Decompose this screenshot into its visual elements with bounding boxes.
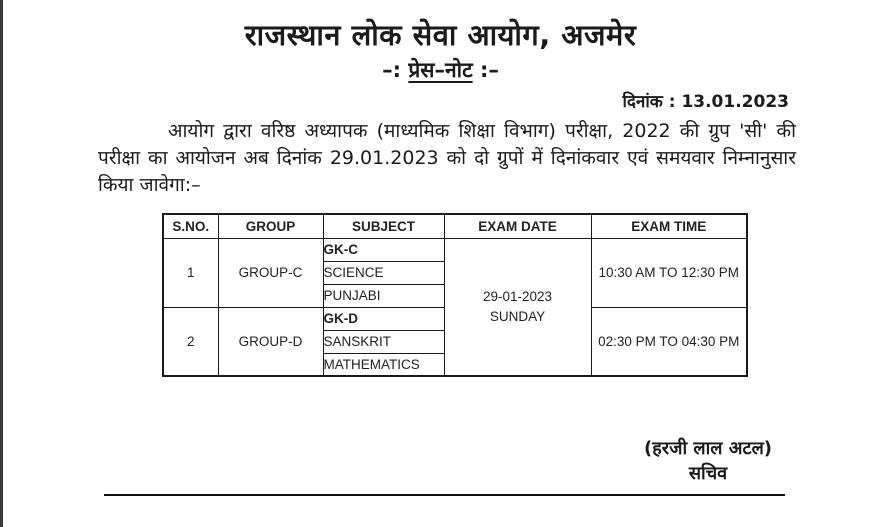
footer-rule <box>104 494 785 496</box>
exam-time-cell-group-c: 10:30 AM TO 12:30 PM <box>590 237 748 308</box>
press-note-heading: –: प्रेस–नोट :– <box>0 57 881 83</box>
subject-cell-gk-d: GK-D <box>322 306 445 331</box>
table-row: MATHEMATICS <box>163 352 747 377</box>
exam-time-cell-group-d: 02:30 PM TO 04:30 PM <box>590 306 748 377</box>
sno-cell-group-c: 1 <box>162 237 219 308</box>
signatory-name: (हरजी लाल अटल) <box>643 438 773 459</box>
subject-cell-science: SCIENCE <box>322 260 445 285</box>
table-row: SCIENCE <box>163 260 747 285</box>
subject-cell-mathematics: MATHEMATICS <box>322 352 445 377</box>
subject-cell-punjabi: PUNJABI <box>322 283 445 308</box>
exam-day-value: SUNDAY <box>489 308 546 324</box>
organization-title: राजस्थान लोक सेवा आयोग, अजमेर <box>244 18 637 52</box>
header-sno: S.NO. <box>162 213 219 239</box>
subject-cell-gk-c: GK-C <box>322 237 445 262</box>
group-cell-group-c: GROUP-C <box>217 237 324 308</box>
exam-date-value: 29-01-2023 <box>482 288 553 304</box>
header-exam-time: EXAM TIME <box>590 213 748 239</box>
press-note-heading-suffix: :– <box>479 58 499 82</box>
header-exam-date: EXAM DATE <box>443 213 592 239</box>
subject-cell-sanskrit: SANSKRIT <box>322 329 445 354</box>
table-row: SANSKRIT <box>163 329 747 354</box>
header-group: GROUP <box>217 213 324 239</box>
sno-cell-group-d: 2 <box>162 306 219 377</box>
table-row: 1 GROUP-C GK-C 29-01-2023 SUNDAY 10:30 A… <box>162 237 748 377</box>
group-cell-group-d: GROUP-D <box>217 306 324 377</box>
header-subject: SUBJECT <box>322 213 445 239</box>
table-row: 2 GROUP-D GK-D 02:30 PM TO 04:30 PM <box>162 306 748 377</box>
press-note-heading-text: प्रेस–नोट <box>408 58 473 82</box>
table-row: PUNJABI <box>163 283 747 308</box>
signature-block: (हरजी लाल अटल) सचिव <box>622 437 794 485</box>
exam-schedule-table: S.NO. GROUP SUBJECT EXAM DATE EXAM TIME … <box>162 213 748 377</box>
press-note-heading-prefix: –: <box>382 58 402 82</box>
press-note-document: राजस्थान लोक सेवा आयोग, अजमेर –: प्रेस–न… <box>0 18 881 496</box>
body-paragraph: आयोग द्वारा वरिष्ठ अध्यापक (माध्यमिक शिक… <box>98 120 796 196</box>
signatory-designation: सचिव <box>688 463 728 484</box>
issue-date: दिनांक : 13.01.2023 <box>622 92 789 112</box>
scan-edge-line <box>0 0 3 527</box>
exam-date-cell: 29-01-2023 SUNDAY <box>443 237 592 377</box>
table-header-row: S.NO. GROUP SUBJECT EXAM DATE EXAM TIME <box>162 213 748 239</box>
